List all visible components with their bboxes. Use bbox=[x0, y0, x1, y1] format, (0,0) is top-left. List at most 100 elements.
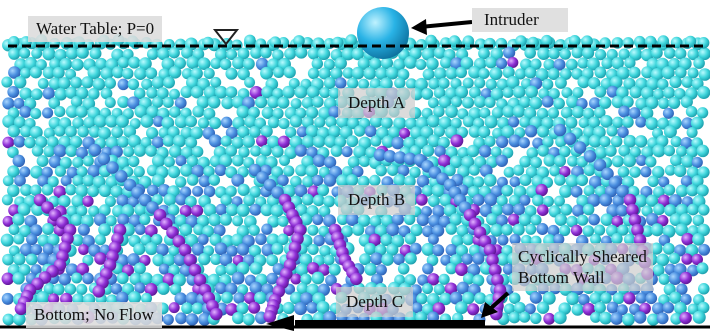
grain bbox=[433, 87, 446, 99]
grain bbox=[432, 244, 445, 257]
grain bbox=[98, 126, 111, 140]
grain bbox=[89, 47, 102, 60]
grain bbox=[210, 253, 222, 266]
grain bbox=[479, 107, 491, 119]
grain bbox=[474, 156, 487, 169]
grain bbox=[277, 174, 289, 187]
grain bbox=[346, 174, 359, 187]
grain bbox=[518, 137, 530, 149]
grain bbox=[0, 233, 14, 247]
grain bbox=[634, 135, 648, 148]
grain bbox=[601, 57, 613, 70]
grain bbox=[495, 135, 509, 149]
intruder-arrow bbox=[419, 20, 473, 29]
grain bbox=[261, 106, 274, 119]
grain bbox=[134, 67, 147, 80]
grain bbox=[198, 312, 212, 326]
grain bbox=[174, 176, 187, 188]
grain bbox=[617, 166, 630, 178]
grain bbox=[260, 66, 274, 80]
grain bbox=[146, 164, 159, 177]
grain bbox=[295, 263, 309, 277]
grain bbox=[462, 35, 475, 47]
grain bbox=[167, 165, 181, 179]
grain bbox=[75, 184, 89, 198]
grain bbox=[652, 264, 665, 277]
grain bbox=[180, 146, 194, 159]
grain bbox=[151, 136, 164, 149]
grain bbox=[104, 195, 116, 207]
grain bbox=[635, 154, 648, 167]
grain bbox=[577, 75, 590, 89]
grain bbox=[7, 86, 20, 98]
chain-grain bbox=[393, 151, 407, 164]
grain bbox=[65, 86, 78, 99]
grain bbox=[237, 47, 250, 60]
grain bbox=[243, 194, 255, 207]
grain bbox=[301, 193, 314, 206]
grain bbox=[43, 145, 55, 158]
grain bbox=[696, 144, 710, 158]
grain bbox=[249, 203, 262, 216]
grain bbox=[680, 175, 693, 187]
grain bbox=[681, 154, 695, 168]
grain bbox=[559, 224, 571, 237]
grain bbox=[221, 96, 234, 110]
grain bbox=[502, 105, 515, 118]
chain-grain bbox=[553, 123, 567, 137]
grain bbox=[54, 87, 68, 101]
grain bbox=[674, 301, 687, 315]
grain bbox=[17, 202, 31, 216]
grain bbox=[599, 193, 613, 207]
grain bbox=[185, 313, 199, 326]
grain bbox=[116, 156, 130, 170]
grain bbox=[71, 272, 83, 284]
grain bbox=[202, 225, 215, 238]
grain bbox=[290, 98, 302, 110]
grain bbox=[588, 77, 601, 90]
grain bbox=[386, 243, 399, 256]
grain bbox=[20, 125, 33, 138]
grain bbox=[645, 117, 659, 131]
grain bbox=[174, 292, 187, 305]
grain bbox=[456, 224, 469, 237]
grain bbox=[133, 262, 146, 275]
grain bbox=[612, 292, 625, 305]
grain bbox=[248, 125, 261, 138]
grain bbox=[248, 106, 260, 119]
grain bbox=[36, 155, 49, 168]
grain bbox=[455, 244, 469, 257]
grain bbox=[426, 114, 440, 128]
grain bbox=[543, 154, 556, 167]
grain bbox=[47, 233, 60, 246]
grain bbox=[536, 204, 549, 217]
grain bbox=[215, 282, 227, 295]
grain bbox=[530, 312, 542, 325]
grain bbox=[157, 183, 171, 197]
grain bbox=[208, 213, 222, 227]
grain bbox=[445, 262, 458, 275]
grain bbox=[31, 145, 44, 157]
grain bbox=[111, 126, 124, 139]
grain bbox=[640, 166, 652, 178]
grain bbox=[397, 164, 410, 177]
grain bbox=[478, 67, 490, 80]
grain bbox=[393, 116, 407, 130]
grain bbox=[433, 105, 445, 118]
grain bbox=[186, 174, 199, 186]
grain bbox=[600, 213, 614, 227]
grain bbox=[293, 302, 308, 316]
grain bbox=[180, 85, 193, 99]
grain bbox=[42, 47, 56, 61]
grain bbox=[621, 95, 634, 108]
grain bbox=[369, 215, 382, 228]
grain bbox=[421, 47, 435, 61]
grain bbox=[369, 174, 381, 187]
grain bbox=[145, 67, 158, 80]
grain bbox=[600, 115, 613, 128]
grain bbox=[588, 97, 601, 110]
grain bbox=[663, 145, 676, 157]
grain bbox=[696, 262, 709, 275]
grain bbox=[448, 35, 461, 47]
grain bbox=[542, 136, 554, 148]
